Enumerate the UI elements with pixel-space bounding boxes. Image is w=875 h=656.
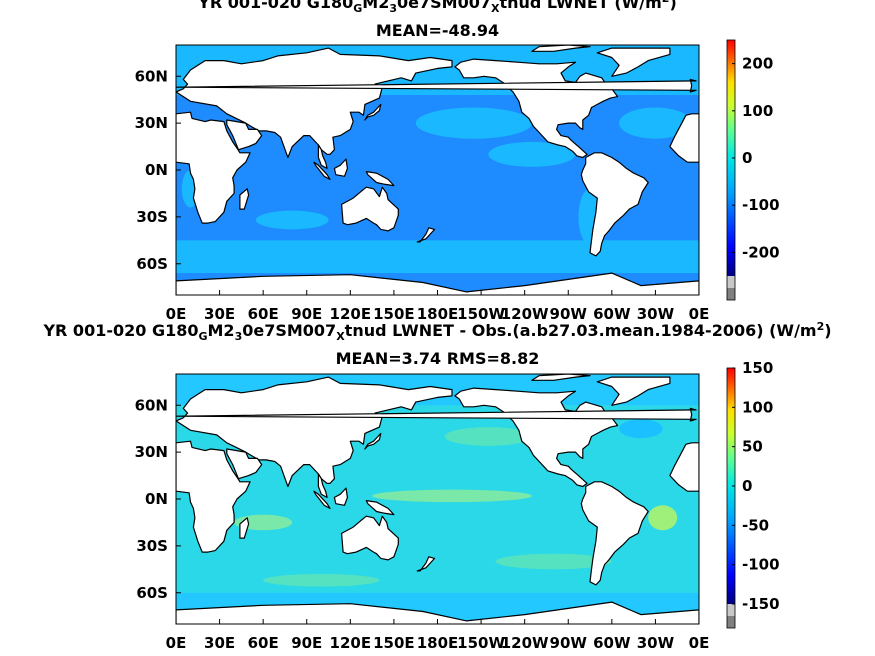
continent-s_america xyxy=(580,481,649,586)
colorbar-2-tick-label: -50 xyxy=(742,516,769,534)
map2-ytick-label: 30N xyxy=(135,443,168,461)
colorbar-2-tick-label: -100 xyxy=(742,556,780,574)
continent-greenland xyxy=(596,47,671,77)
top-map-title: YR 001-020 G180GM230e7SM007Xtnud LWNET (… xyxy=(198,0,677,15)
colorbar-1-tick-label: -200 xyxy=(742,243,780,261)
map2-xtick-label: 180E xyxy=(417,634,459,652)
colorbar-2-tick-label: -150 xyxy=(742,595,780,613)
continent-newguinea xyxy=(365,171,395,187)
map1-xtick-label: 60E xyxy=(248,305,279,323)
map2-ytick-label: 60N xyxy=(135,396,168,414)
map1-xtick-label: 0E xyxy=(166,305,187,323)
continent-uk xyxy=(176,78,697,93)
colorbar-2-tick-label: 150 xyxy=(742,359,773,377)
continent-borneo xyxy=(333,487,348,506)
colorbar-2-tick-label: 0 xyxy=(742,477,752,495)
bottom-map-stats: MEAN=3.74 RMS=8.82 xyxy=(335,349,540,368)
continent-madagascar xyxy=(239,517,250,539)
continent-eurasia xyxy=(176,376,453,488)
colorbar-1-tick-label: -100 xyxy=(742,196,780,214)
map1-xtick-label: 90W xyxy=(550,305,588,323)
continent-nz xyxy=(416,227,436,243)
continent-antarctica xyxy=(176,601,699,624)
continent-arctic_is xyxy=(531,374,591,381)
continent-australia xyxy=(341,515,399,561)
continent-sumatra xyxy=(313,161,331,180)
continent-arctic_is xyxy=(531,45,591,52)
map1-xtick-label: 120W xyxy=(501,305,549,323)
continent-greenland xyxy=(596,376,671,406)
map1-xtick-label: 0E xyxy=(689,305,710,323)
bottom-map-field xyxy=(175,373,700,625)
continent-australia xyxy=(341,186,399,232)
colorbar-1-tick-label: 0 xyxy=(742,149,752,167)
bottom-map-title: YR 001-020 G180GM230e7SM007Xtnud LWNET -… xyxy=(43,320,832,343)
map2-xtick-label: 90W xyxy=(550,634,588,652)
map2-xtick-label: 0E xyxy=(166,634,187,652)
map1-xtick-label: 150E xyxy=(373,305,415,323)
map2-xtick-label: 60W xyxy=(593,634,631,652)
map2-xtick-label: 120E xyxy=(330,634,372,652)
continent-india_se xyxy=(317,144,328,169)
continent-uk xyxy=(176,407,697,422)
map2-xtick-label: 60E xyxy=(248,634,279,652)
continent-nz xyxy=(416,556,436,572)
continent-japan xyxy=(364,103,382,121)
map2-ytick-label: 0N xyxy=(145,490,168,508)
continent-eurasia xyxy=(176,47,453,159)
continent-africa_w xyxy=(669,442,699,492)
map1-ytick-label: 60S xyxy=(136,255,168,273)
colorbar-1 xyxy=(727,40,735,276)
continent-s_america xyxy=(580,152,649,257)
map2-xtick-label: 30W xyxy=(637,634,675,652)
map1-xtick-label: 180E xyxy=(417,305,459,323)
map1-xtick-label: 150W xyxy=(457,305,505,323)
map2-xtick-label: 90E xyxy=(291,634,322,652)
continent-borneo xyxy=(333,158,348,177)
map2-xtick-label: 150W xyxy=(457,634,505,652)
top-map-mean: MEAN=-48.94 xyxy=(375,21,500,40)
continent-newguinea xyxy=(365,500,395,516)
map1-ytick-label: 60N xyxy=(135,67,168,85)
map1-xtick-label: 30W xyxy=(637,305,675,323)
map1-xtick-label: 120E xyxy=(330,305,372,323)
map2-ytick-label: 30S xyxy=(136,537,168,555)
map2-xtick-label: 150E xyxy=(373,634,415,652)
map2-ytick-label: 60S xyxy=(136,584,168,602)
colorbar-2-tick-label: 100 xyxy=(742,398,773,416)
map2-xtick-label: 120W xyxy=(501,634,549,652)
map2-xtick-label: 0E xyxy=(689,634,710,652)
colorbar-1-tick-label: 200 xyxy=(742,55,773,73)
continent-arabia xyxy=(226,119,263,151)
continent-africa xyxy=(176,111,251,224)
continent-arabia xyxy=(226,448,263,480)
continent-madagascar xyxy=(239,188,250,210)
colorbar-2 xyxy=(727,368,735,604)
colorbar-1-tick-label: 100 xyxy=(742,102,773,120)
map1-xtick-label: 90E xyxy=(291,305,322,323)
continent-antarctica xyxy=(176,272,699,295)
map1-xtick-label: 60W xyxy=(593,305,631,323)
map2-xtick-label: 30E xyxy=(204,634,235,652)
map1-ytick-label: 0N xyxy=(145,161,168,179)
map1-ytick-label: 30N xyxy=(135,114,168,132)
continent-africa_w xyxy=(669,113,699,163)
map1-xtick-label: 30E xyxy=(204,305,235,323)
map1-ytick-label: 30S xyxy=(136,208,168,226)
continent-japan xyxy=(364,432,382,450)
continent-sumatra xyxy=(313,490,331,509)
top-map-field xyxy=(175,44,700,296)
continent-india_se xyxy=(317,473,328,498)
colorbar-2-tick-label: 50 xyxy=(742,438,763,456)
continent-africa xyxy=(176,440,251,553)
